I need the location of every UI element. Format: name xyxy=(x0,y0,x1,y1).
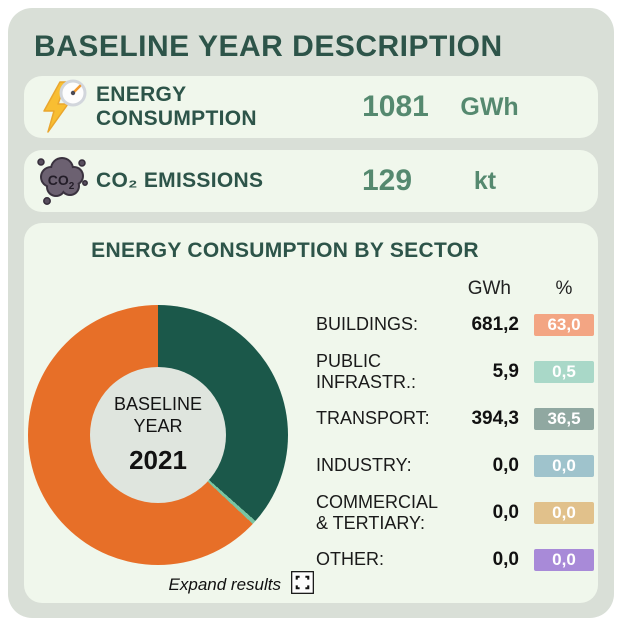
sector-table-header: GWh % xyxy=(316,277,594,301)
co2-emissions-label: CO₂ EMISSIONS xyxy=(96,169,264,192)
expand-results-button[interactable]: Expand results xyxy=(28,571,316,599)
energy-consumption-row: ENERGY CONSUMPTION 1081 GWh xyxy=(24,76,598,138)
sector-gwh-value: 5,9 xyxy=(492,360,519,382)
sector-row: BUILDINGS: 681,2 63,0 xyxy=(316,301,594,348)
sector-gwh-value: 394,3 xyxy=(471,407,519,429)
sector-table-rows: BUILDINGS: 681,2 63,0 PUBLIC INFRASTR.: … xyxy=(316,301,594,583)
sector-percent-badge: 0,0 xyxy=(534,501,594,524)
sector-percent-badge: 63,0 xyxy=(534,313,594,336)
expand-icon[interactable] xyxy=(291,571,314,599)
energy-consumption-unit: GWh xyxy=(460,92,519,121)
column-header-percent: % xyxy=(555,278,573,299)
sector-row: COMMERCIAL & TERTIARY: 0,0 0,0 xyxy=(316,489,594,536)
sector-gwh-value: 0,0 xyxy=(492,454,519,476)
sector-row: OTHER: 0,0 0,0 xyxy=(316,536,594,583)
sector-label: COMMERCIAL & TERTIARY: xyxy=(316,491,438,533)
sector-table: GWh % BUILDINGS: 681,2 63,0 PUBLIC INFRA… xyxy=(316,277,596,599)
co2-emissions-row: CO2 CO₂ EMISSIONS 129 kt xyxy=(24,150,598,212)
energy-consumption-value: 1081 xyxy=(362,90,429,123)
page-title: BASELINE YEAR DESCRIPTION xyxy=(34,30,503,63)
baseline-year-value: 2021 xyxy=(129,444,187,475)
sector-label: BUILDINGS: xyxy=(316,314,419,335)
donut-column: BASELINE YEAR 2021 Expand results xyxy=(28,263,316,599)
expand-results-label: Expand results xyxy=(168,575,281,594)
sector-row: PUBLIC INFRASTR.: 5,9 0,5 xyxy=(316,348,594,395)
chart-title: ENERGY CONSUMPTION BY SECTOR xyxy=(91,239,479,262)
lightning-gauge-icon xyxy=(34,79,92,135)
baseline-year-card: BASELINE YEAR DESCRIPTION ENERGY CONSUMP… xyxy=(8,8,614,618)
sector-label: TRANSPORT: xyxy=(316,408,430,429)
chart-body: BASELINE YEAR 2021 Expand results xyxy=(24,263,598,599)
donut-center: BASELINE YEAR 2021 xyxy=(90,367,226,503)
energy-consumption-label: ENERGY CONSUMPTION xyxy=(96,83,257,130)
sector-gwh-value: 681,2 xyxy=(471,313,519,335)
sector-percent-badge: 0,0 xyxy=(534,548,594,571)
sector-gwh-value: 0,0 xyxy=(492,501,519,523)
sector-percent-badge: 0,0 xyxy=(534,454,594,477)
sector-row: INDUSTRY: 0,0 0,0 xyxy=(316,442,594,489)
sector-percent-badge: 36,5 xyxy=(534,407,594,430)
sector-gwh-value: 0,0 xyxy=(492,548,519,570)
energy-by-sector-panel: ENERGY CONSUMPTION BY SECTOR BASELINE YE… xyxy=(24,223,598,603)
sector-label: INDUSTRY: xyxy=(316,455,412,476)
sector-label: OTHER: xyxy=(316,549,385,570)
sector-percent-badge: 0,5 xyxy=(534,360,594,383)
sector-label: PUBLIC INFRASTR.: xyxy=(316,350,417,392)
co2-cloud-icon: CO2 xyxy=(34,153,92,209)
column-header-gwh: GWh xyxy=(467,278,511,299)
baseline-year-label: BASELINE YEAR xyxy=(113,394,203,436)
sector-row: TRANSPORT: 394,3 36,5 xyxy=(316,395,594,442)
sector-donut-chart: BASELINE YEAR 2021 xyxy=(28,305,288,565)
co2-emissions-value: 129 xyxy=(361,164,413,197)
co2-emissions-unit: kt xyxy=(473,166,497,195)
svg-text:CO2: CO2 xyxy=(48,172,75,192)
